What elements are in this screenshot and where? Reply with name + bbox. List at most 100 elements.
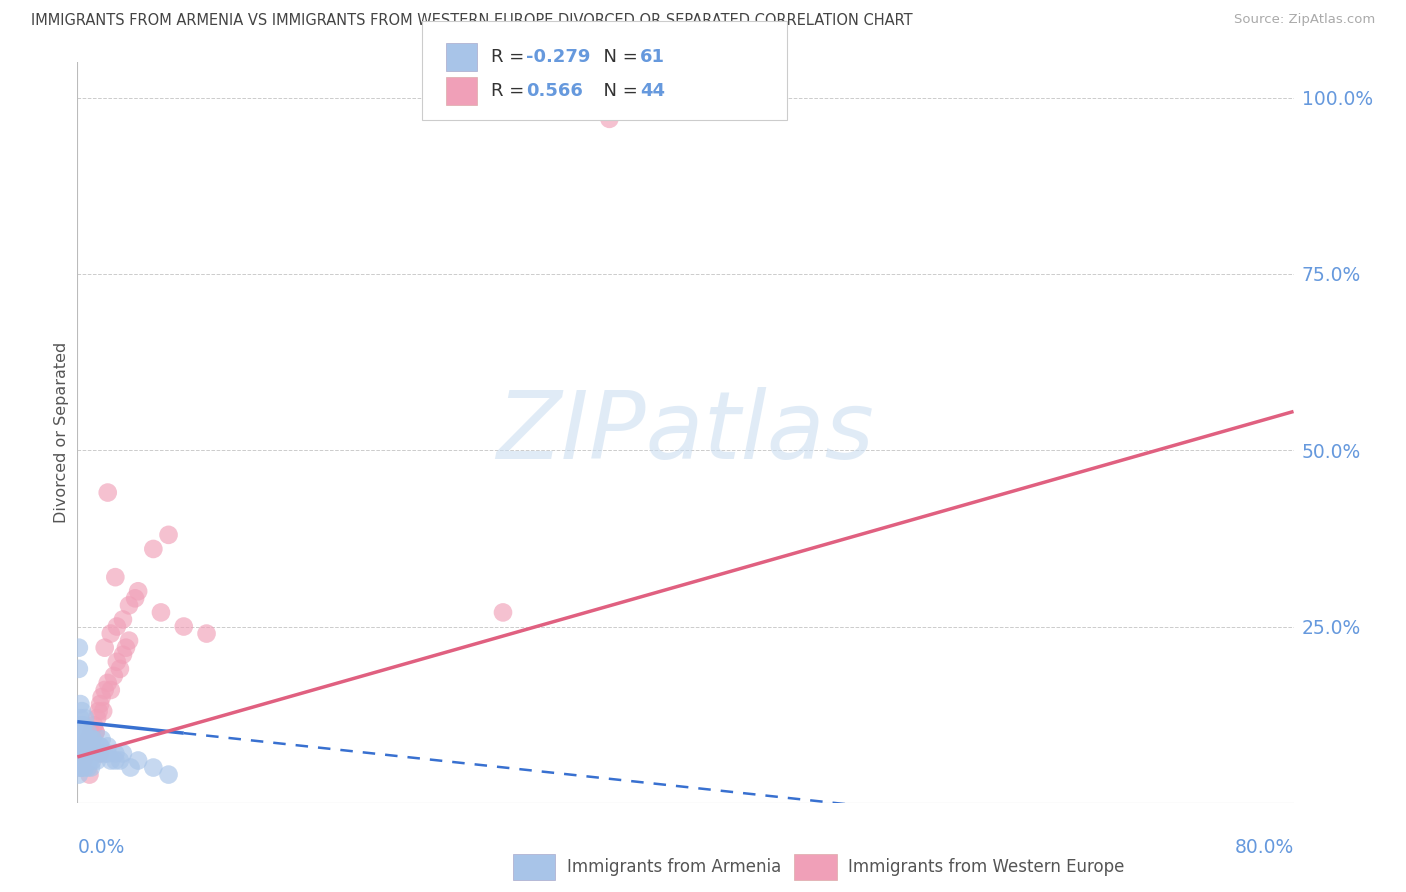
Point bbox=[84, 739, 107, 754]
Point bbox=[142, 760, 165, 774]
Point bbox=[82, 732, 104, 747]
Point bbox=[79, 739, 101, 754]
Point bbox=[69, 760, 91, 774]
Point bbox=[69, 725, 91, 739]
Point bbox=[72, 725, 94, 739]
Point bbox=[492, 606, 515, 620]
Point bbox=[104, 747, 127, 761]
Point bbox=[97, 739, 120, 754]
Point bbox=[79, 739, 101, 754]
Point bbox=[75, 732, 97, 747]
Point bbox=[86, 754, 108, 768]
Point bbox=[80, 725, 103, 739]
Point bbox=[100, 683, 122, 698]
Point bbox=[103, 669, 125, 683]
Point bbox=[97, 747, 120, 761]
Text: -0.279: -0.279 bbox=[526, 48, 591, 66]
Point bbox=[80, 739, 103, 754]
Point bbox=[70, 747, 93, 761]
Text: 0.566: 0.566 bbox=[526, 82, 582, 100]
Point bbox=[73, 760, 96, 774]
Text: 44: 44 bbox=[640, 82, 665, 100]
Point bbox=[84, 725, 107, 739]
Point bbox=[77, 725, 100, 739]
Point bbox=[111, 747, 134, 761]
Point bbox=[82, 732, 104, 747]
Point bbox=[72, 739, 94, 754]
Text: Source: ZipAtlas.com: Source: ZipAtlas.com bbox=[1234, 13, 1375, 27]
Point bbox=[73, 739, 96, 754]
Point bbox=[69, 747, 91, 761]
Point bbox=[70, 718, 93, 732]
Point bbox=[118, 633, 141, 648]
Point bbox=[173, 619, 195, 633]
Point bbox=[67, 739, 90, 754]
Point bbox=[79, 767, 101, 781]
Point bbox=[124, 591, 146, 606]
Point bbox=[87, 747, 110, 761]
Point bbox=[75, 754, 97, 768]
Point bbox=[598, 112, 620, 126]
Point bbox=[105, 619, 128, 633]
Point bbox=[157, 767, 180, 781]
Point bbox=[118, 599, 141, 613]
Point bbox=[108, 662, 131, 676]
Point bbox=[104, 570, 127, 584]
Point bbox=[77, 732, 100, 747]
Point bbox=[111, 612, 134, 626]
Point bbox=[69, 711, 91, 725]
Point bbox=[72, 754, 94, 768]
Point bbox=[89, 739, 111, 754]
Text: N =: N = bbox=[592, 82, 644, 100]
Text: R =: R = bbox=[491, 82, 530, 100]
Point bbox=[127, 754, 149, 768]
Point bbox=[89, 739, 111, 754]
Point bbox=[149, 606, 172, 620]
Point bbox=[79, 732, 101, 747]
Y-axis label: Divorced or Separated: Divorced or Separated bbox=[53, 342, 69, 524]
Point bbox=[104, 754, 127, 768]
Text: Immigrants from Armenia: Immigrants from Armenia bbox=[567, 858, 780, 876]
Point bbox=[69, 697, 91, 711]
Point bbox=[67, 767, 90, 781]
Text: 80.0%: 80.0% bbox=[1234, 838, 1294, 857]
Point bbox=[195, 626, 218, 640]
Text: 61: 61 bbox=[640, 48, 665, 66]
Point bbox=[77, 747, 100, 761]
Point bbox=[67, 754, 90, 768]
Text: R =: R = bbox=[491, 48, 530, 66]
Point bbox=[67, 640, 90, 655]
Text: Immigrants from Western Europe: Immigrants from Western Europe bbox=[848, 858, 1125, 876]
Point bbox=[97, 676, 120, 690]
Point bbox=[69, 760, 91, 774]
Point bbox=[69, 732, 91, 747]
Point bbox=[70, 739, 93, 754]
Point bbox=[82, 732, 104, 747]
Point bbox=[82, 754, 104, 768]
Point bbox=[69, 760, 91, 774]
Text: IMMIGRANTS FROM ARMENIA VS IMMIGRANTS FROM WESTERN EUROPE DIVORCED OR SEPARATED : IMMIGRANTS FROM ARMENIA VS IMMIGRANTS FR… bbox=[31, 13, 912, 29]
Point bbox=[80, 760, 103, 774]
Point bbox=[90, 690, 112, 704]
Point bbox=[84, 747, 107, 761]
Point bbox=[100, 754, 122, 768]
Point bbox=[97, 485, 120, 500]
Text: ZIPatlas: ZIPatlas bbox=[496, 387, 875, 478]
Point bbox=[87, 704, 110, 718]
Point bbox=[79, 754, 101, 768]
Point bbox=[89, 747, 111, 761]
Point bbox=[67, 662, 90, 676]
Point bbox=[72, 725, 94, 739]
Point bbox=[77, 760, 100, 774]
Point bbox=[108, 754, 131, 768]
Point bbox=[83, 718, 105, 732]
Text: 0.0%: 0.0% bbox=[77, 838, 125, 857]
Point bbox=[70, 760, 93, 774]
Point bbox=[89, 697, 111, 711]
Point bbox=[105, 655, 128, 669]
Point bbox=[70, 704, 93, 718]
Point bbox=[93, 747, 115, 761]
Point bbox=[93, 640, 115, 655]
Point bbox=[127, 584, 149, 599]
Point bbox=[70, 747, 93, 761]
